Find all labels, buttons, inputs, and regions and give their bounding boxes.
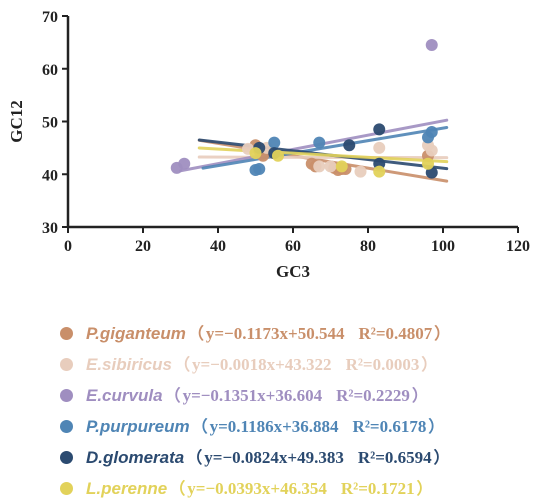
regression-line <box>179 118 449 173</box>
legend-series-name: L.perenne <box>86 479 168 498</box>
data-point <box>253 162 266 175</box>
legend-close-paren: ） <box>416 479 433 498</box>
legend-marker <box>60 327 73 340</box>
data-point <box>324 160 337 173</box>
data-point <box>313 136 326 149</box>
y-tick-label: 60 <box>42 62 58 79</box>
y-tick-label: 70 <box>42 9 58 26</box>
legend-series-name: P.purpureum <box>86 417 190 436</box>
data-point <box>373 123 386 136</box>
legend-label: P.giganteum （y=−0.1173x+50.544 R²=0.4807） <box>86 318 452 349</box>
legend-equation: y=−0.0018x+43.322 <box>192 355 332 374</box>
legend-marker <box>60 482 73 495</box>
legend-open-paren: （ <box>191 417 208 436</box>
legend-r-squared: R²=0.6594 <box>357 448 432 467</box>
legend-series-name: P.giganteum <box>86 324 186 343</box>
legend-r-squared: R²=0.0003 <box>345 355 420 374</box>
data-point <box>373 141 386 154</box>
data-point <box>335 160 348 173</box>
data-point <box>178 157 191 170</box>
data-point <box>343 139 356 152</box>
legend-equation: y=−0.1351x+36.604 <box>182 386 323 405</box>
data-point <box>425 39 438 52</box>
legend-equation: y=−0.0824x+49.383 <box>204 448 344 467</box>
data-point <box>425 166 438 179</box>
regression-line <box>197 138 449 183</box>
data-point <box>425 144 438 157</box>
legend-open-paren: （ <box>164 386 181 405</box>
legend-marker <box>60 451 73 464</box>
y-tick-label: 30 <box>42 220 58 237</box>
data-point <box>268 136 281 149</box>
legend-close-paren: ） <box>433 448 450 467</box>
axes <box>62 15 519 233</box>
data-point <box>425 126 438 139</box>
legend-item: D.glomerata （y=−0.0824x+49.383 R²=0.6594） <box>60 442 550 473</box>
legend: P.giganteum （y=−0.1173x+50.544 R²=0.4807） E… <box>60 318 550 504</box>
data-point <box>249 147 262 160</box>
legend-item: E.sibiricus （y=−0.0018x+43.322 R²=0.0003） <box>60 349 550 380</box>
legend-item: E.curvula （y=−0.1351x+36.604 R²=0.2229） <box>60 380 550 411</box>
legend-marker <box>60 420 73 433</box>
legend-marker <box>60 358 73 371</box>
legend-label: E.sibiricus （y=−0.0018x+43.322 R²=0.0003） <box>86 349 439 380</box>
data-point <box>422 157 434 170</box>
legend-r-squared: R²=0.4807 <box>358 324 433 343</box>
legend-equation: y=0.1186x+36.884 <box>209 417 339 436</box>
data-points <box>170 39 438 179</box>
x-tick-label: 40 <box>210 238 226 255</box>
legend-r-squared: R²=0.2229 <box>336 386 410 405</box>
legend-close-paren: ） <box>434 324 451 343</box>
data-point <box>373 165 386 178</box>
legend-item: P.purpureum （y=0.1186x+36.884 R²=0.6178） <box>60 411 550 442</box>
x-tick-label: 0 <box>64 238 72 255</box>
legend-series-name: E.curvula <box>86 386 163 405</box>
legend-open-paren: （ <box>186 448 203 467</box>
figure: 0 20 40 60 80 100 120 30 40 50 60 70 GC3 GC12 P.gig… <box>7 9 530 498</box>
y-tick-label: 40 <box>42 167 58 184</box>
regression-line <box>197 146 449 164</box>
legend-item: L.perenne （y=−0.0393x+46.354 R²=0.1721） <box>60 473 550 504</box>
legend-close-paren: ） <box>428 417 445 436</box>
data-point <box>272 149 284 162</box>
legend-close-paren: ） <box>411 386 428 405</box>
y-axis-label: GC12 <box>7 100 26 143</box>
legend-label: E.curvula （y=−0.1351x+36.604 R²=0.2229） <box>86 380 430 411</box>
legend-equation: y=−0.0393x+46.354 <box>187 479 327 498</box>
regression-line <box>197 155 449 160</box>
x-tick-label: 80 <box>360 238 376 255</box>
legend-label: D.glomerata （y=−0.0824x+49.383 R²=0.6594） <box>86 442 452 473</box>
y-tick-label: 50 <box>42 115 58 132</box>
legend-label: L.perenne （y=−0.0393x+46.354 R²=0.1721） <box>86 473 435 504</box>
legend-r-squared: R²=0.6178 <box>352 417 427 436</box>
legend-series-name: E.sibiricus <box>86 355 172 374</box>
legend-open-paren: （ <box>173 355 190 374</box>
legend-r-squared: R²=0.1721 <box>340 479 415 498</box>
legend-item: P.giganteum （y=−0.1173x+50.544 R²=0.4807） <box>60 318 550 349</box>
regression-lines <box>179 118 449 183</box>
regression-line <box>201 125 449 170</box>
x-tick-label: 20 <box>135 238 151 255</box>
data-point <box>354 165 367 178</box>
x-tick-label: 100 <box>431 238 455 255</box>
legend-close-paren: ） <box>421 355 438 374</box>
legend-marker <box>60 389 73 402</box>
scatter-chart: 0 20 40 60 80 100 120 30 40 50 60 70 GC3 GC12 <box>7 9 530 281</box>
data-point <box>313 160 326 173</box>
tick-labels: 0 20 40 60 80 100 120 30 40 50 60 70 <box>42 9 530 255</box>
legend-equation: y=−0.1173x+50.544 <box>205 324 345 343</box>
legend-open-paren: （ <box>187 324 204 343</box>
legend-series-name: D.glomerata <box>86 448 185 467</box>
x-tick-label: 120 <box>506 238 530 255</box>
legend-open-paren: （ <box>169 479 186 498</box>
x-tick-label: 60 <box>285 238 301 255</box>
legend-label: P.purpureum （y=0.1186x+36.884 R²=0.6178） <box>86 411 446 442</box>
x-axis-label: GC3 <box>276 262 310 281</box>
